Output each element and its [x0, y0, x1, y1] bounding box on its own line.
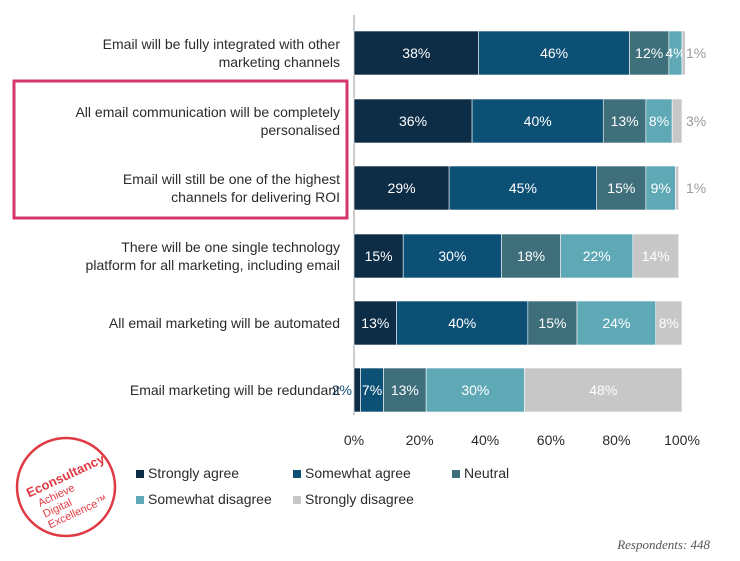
- category-label: There will be one single technology: [121, 239, 340, 255]
- data-label: 8%: [649, 113, 669, 129]
- category-label: platform for all marketing, including em…: [86, 257, 340, 273]
- x-tick-label: 80%: [602, 432, 630, 448]
- data-label: 30%: [438, 248, 466, 264]
- data-label: 3%: [686, 113, 706, 129]
- bar-segment: [645, 98, 673, 144]
- bar-segment: [396, 300, 529, 346]
- data-label: 38%: [402, 45, 430, 61]
- bar-segment: [353, 367, 361, 413]
- data-label: 8%: [659, 315, 679, 331]
- bar-segment: [353, 300, 397, 346]
- bar-segment: [353, 165, 450, 211]
- data-label: 40%: [524, 113, 552, 129]
- category-label: Email marketing will be redundant: [130, 382, 340, 398]
- category-label: All email communication will be complete…: [75, 104, 340, 120]
- bar-segment: [524, 367, 683, 413]
- legend-label: Strongly disagree: [305, 491, 414, 507]
- category-label: Email will still be one of the highest: [123, 171, 340, 187]
- data-label: 30%: [461, 382, 489, 398]
- data-label: 2%: [332, 382, 352, 398]
- x-tick-label: 40%: [471, 432, 499, 448]
- x-tick-label: 20%: [406, 432, 434, 448]
- bar-segment: [671, 98, 683, 144]
- x-tick-label: 100%: [664, 432, 700, 448]
- bar-segment: [560, 233, 634, 279]
- bar-segment: [383, 367, 427, 413]
- legend-swatch: [293, 470, 301, 478]
- category-label: Email will be fully integrated with othe…: [103, 36, 341, 52]
- data-label: 7%: [362, 382, 382, 398]
- data-label: 13%: [391, 382, 419, 398]
- bar-segment: [576, 300, 657, 346]
- category-label: marketing channels: [219, 54, 340, 70]
- bar-segment: [645, 165, 676, 211]
- bar-segment: [501, 233, 561, 279]
- legend-swatch: [452, 470, 460, 478]
- econsultancy-logo: Econsultancy Achieve Digital Excellence™: [14, 435, 118, 539]
- data-label: 12%: [635, 45, 663, 61]
- data-label: 29%: [388, 180, 416, 196]
- legend-swatch: [136, 496, 144, 504]
- data-label: 9%: [651, 180, 671, 196]
- data-label: 4%: [665, 45, 685, 61]
- legend-label: Strongly agree: [148, 465, 239, 481]
- bar-segment: [478, 30, 630, 76]
- highlight-box: [12, 79, 349, 220]
- data-label: 15%: [538, 315, 566, 331]
- data-label: 13%: [361, 315, 389, 331]
- bar-segment: [448, 165, 598, 211]
- legend-label: Somewhat disagree: [148, 491, 272, 507]
- data-label: 1%: [686, 45, 706, 61]
- bar-segment: [471, 98, 604, 144]
- data-label: 15%: [365, 248, 393, 264]
- data-label: 14%: [642, 248, 670, 264]
- data-label: 46%: [540, 45, 568, 61]
- bar-segment: [527, 300, 578, 346]
- bar-segment: [353, 233, 404, 279]
- data-label: 18%: [517, 248, 545, 264]
- data-label: 15%: [607, 180, 635, 196]
- bar-segment: [632, 233, 680, 279]
- data-label: 48%: [589, 382, 617, 398]
- bar-segment: [655, 300, 683, 346]
- bar-segment: [629, 30, 670, 76]
- bar-segment: [353, 30, 479, 76]
- bar-segment: [596, 165, 647, 211]
- data-label: 1%: [686, 180, 706, 196]
- legend-label: Somewhat agree: [305, 465, 411, 481]
- x-tick-label: 0%: [344, 432, 364, 448]
- legend-swatch: [136, 470, 144, 478]
- legend-label: Neutral: [464, 465, 509, 481]
- data-label: 40%: [448, 315, 476, 331]
- data-label: 45%: [509, 180, 537, 196]
- data-label: 36%: [399, 113, 427, 129]
- bar-segment: [353, 98, 473, 144]
- x-tick-label: 60%: [537, 432, 565, 448]
- bar-segment: [675, 165, 680, 211]
- data-label: 13%: [611, 113, 639, 129]
- category-label: personalised: [261, 122, 340, 138]
- category-label: All email marketing will be automated: [109, 315, 340, 331]
- data-label: 24%: [602, 315, 630, 331]
- bar-segment: [402, 233, 502, 279]
- category-label: channels for delivering ROI: [171, 189, 340, 205]
- respondents-note: Respondents: 448: [617, 537, 710, 552]
- data-label: 22%: [583, 248, 611, 264]
- legend-swatch: [293, 496, 301, 504]
- bar-segment: [681, 30, 686, 76]
